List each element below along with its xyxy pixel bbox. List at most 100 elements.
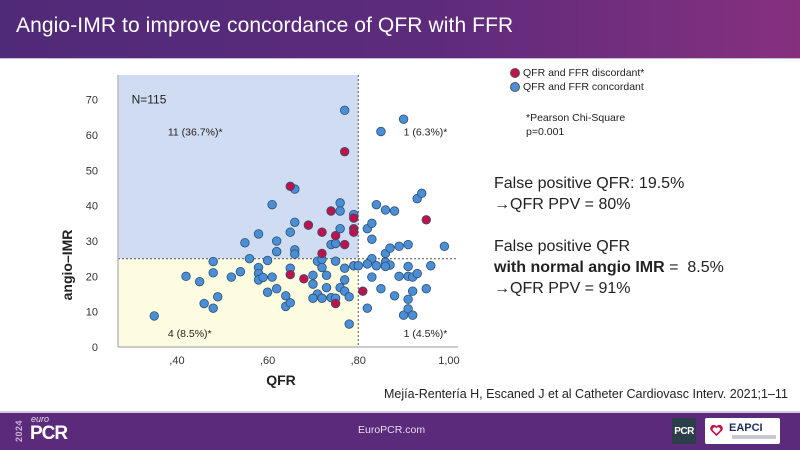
citation: Mejía-Rentería H, Escaned J et al Cathet… — [384, 387, 788, 401]
concordant-point — [344, 319, 354, 329]
concordant-point — [362, 303, 373, 313]
concordant-point — [253, 229, 264, 239]
concordant-point — [335, 223, 345, 234]
concordant-point — [262, 287, 273, 297]
x-axis-label: QFR — [266, 372, 296, 388]
concordant-point — [394, 271, 404, 282]
concordant-point — [149, 311, 159, 321]
concordant-point — [271, 236, 282, 246]
concordant-point — [389, 206, 400, 216]
concordant-point — [330, 256, 341, 266]
concordant-point — [244, 253, 255, 264]
concordant-point — [267, 199, 277, 210]
quadrant-count-label: 1 (4.5%)* — [404, 328, 448, 340]
statistics-note: *Pearson Chi-Square p=0.001 — [526, 111, 625, 139]
discordant-marker-icon — [510, 68, 520, 78]
discordant-point — [339, 239, 350, 250]
discordant-point — [349, 227, 359, 237]
concordant-point — [380, 205, 391, 215]
summary-stats: False positive QFR: 19.5% →QFR PPV = 80%… — [494, 173, 724, 299]
concordant-marker-icon — [510, 82, 520, 92]
note-test: *Pearson Chi-Square — [526, 112, 626, 124]
legend-item-concordant: QFR and FFR concordant — [510, 80, 644, 94]
concordant-point — [290, 249, 300, 259]
concordant-point — [262, 255, 273, 266]
concordant-point — [371, 199, 382, 210]
concordant-point — [439, 241, 450, 252]
concordant-point — [376, 284, 386, 294]
concordant-point — [362, 259, 373, 269]
concordant-point — [240, 238, 250, 248]
discordant-point — [339, 146, 350, 157]
stat-normal-imr-value: = 8.5% — [664, 259, 724, 276]
y-tick-label: 10 — [86, 307, 98, 319]
pcr-logo: PCR — [672, 418, 696, 444]
concordant-point — [339, 105, 350, 116]
concordant-point — [317, 293, 327, 303]
y-tick-label: 40 — [86, 201, 98, 213]
footer-bar — [0, 413, 800, 450]
discordant-point — [317, 227, 327, 237]
concordant-point — [407, 286, 418, 296]
concordant-point — [398, 310, 409, 320]
x-tick-label: 1,00 — [438, 355, 459, 367]
discordant-point — [299, 274, 309, 284]
discordant-point — [330, 298, 341, 309]
concordant-point — [308, 270, 318, 280]
concordant-point — [421, 284, 431, 294]
concordant-point — [271, 284, 282, 294]
discordant-point — [303, 220, 314, 230]
discordant-point — [330, 231, 341, 241]
x-tick-label: ,40 — [169, 355, 184, 367]
concordant-point — [199, 298, 209, 309]
discordant-point — [285, 181, 295, 191]
concordant-point — [208, 268, 218, 278]
concordant-point — [407, 310, 418, 320]
concordant-point — [403, 294, 413, 305]
quadrant-count-label: 11 (36.7%)* — [168, 127, 223, 139]
concordant-point — [339, 263, 350, 273]
region-upper-left — [118, 75, 359, 259]
concordant-point — [403, 261, 413, 272]
concordant-point — [403, 304, 413, 314]
concordant-point — [371, 261, 382, 271]
footer-website[interactable]: EuroPCR.com — [358, 424, 426, 436]
concordant-point — [389, 291, 400, 301]
concordant-point — [226, 272, 237, 282]
title-divider — [0, 58, 800, 59]
scatter-chart: ,40 ,60 ,80 1,00 0 10 20 30 40 50 60 70 N=115 11 (36… — [59, 75, 460, 388]
concordant-point — [258, 272, 268, 283]
discordant-point — [358, 286, 368, 296]
y-tick-label: 60 — [86, 130, 98, 142]
discordant-point — [285, 269, 295, 280]
concordant-point — [385, 243, 395, 253]
x-tick-label: ,80 — [351, 355, 366, 367]
concordant-point — [398, 114, 409, 124]
stat-false-positive-imr: False positive QFR — [494, 238, 631, 255]
eapci-logo: EAPCI — [705, 418, 780, 444]
footer-divider — [0, 411, 800, 413]
concordant-point — [308, 279, 318, 289]
quadrant-count-label: 1 (6.3%)* — [404, 127, 448, 139]
concordant-point — [194, 276, 205, 287]
concordant-point — [285, 298, 295, 308]
concordant-point — [353, 261, 363, 271]
stat-normal-imr: with normal angio IMR = 8.5% — [494, 257, 724, 278]
legend-label: QFR and FFR discordant* — [523, 67, 645, 79]
stat-false-positive: False positive QFR: 19.5% — [494, 175, 685, 192]
concordant-point — [426, 261, 436, 271]
concordant-point — [412, 268, 422, 279]
concordant-point — [181, 271, 191, 282]
quadrant-count-label: 4 (8.5%)* — [168, 328, 212, 340]
concordant-point — [367, 218, 377, 229]
logo-year: 2024 — [14, 419, 24, 443]
concordant-point — [321, 282, 332, 293]
title-bar: Angio-IMR to improve concordance of QFR … — [0, 0, 800, 58]
concordant-point — [330, 238, 341, 249]
discordant-point — [349, 213, 359, 223]
concordant-point — [403, 239, 413, 250]
eapci-subtitle — [732, 435, 776, 439]
y-tick-label: 30 — [86, 236, 98, 248]
concordant-point — [376, 126, 386, 137]
concordant-point — [271, 246, 282, 257]
